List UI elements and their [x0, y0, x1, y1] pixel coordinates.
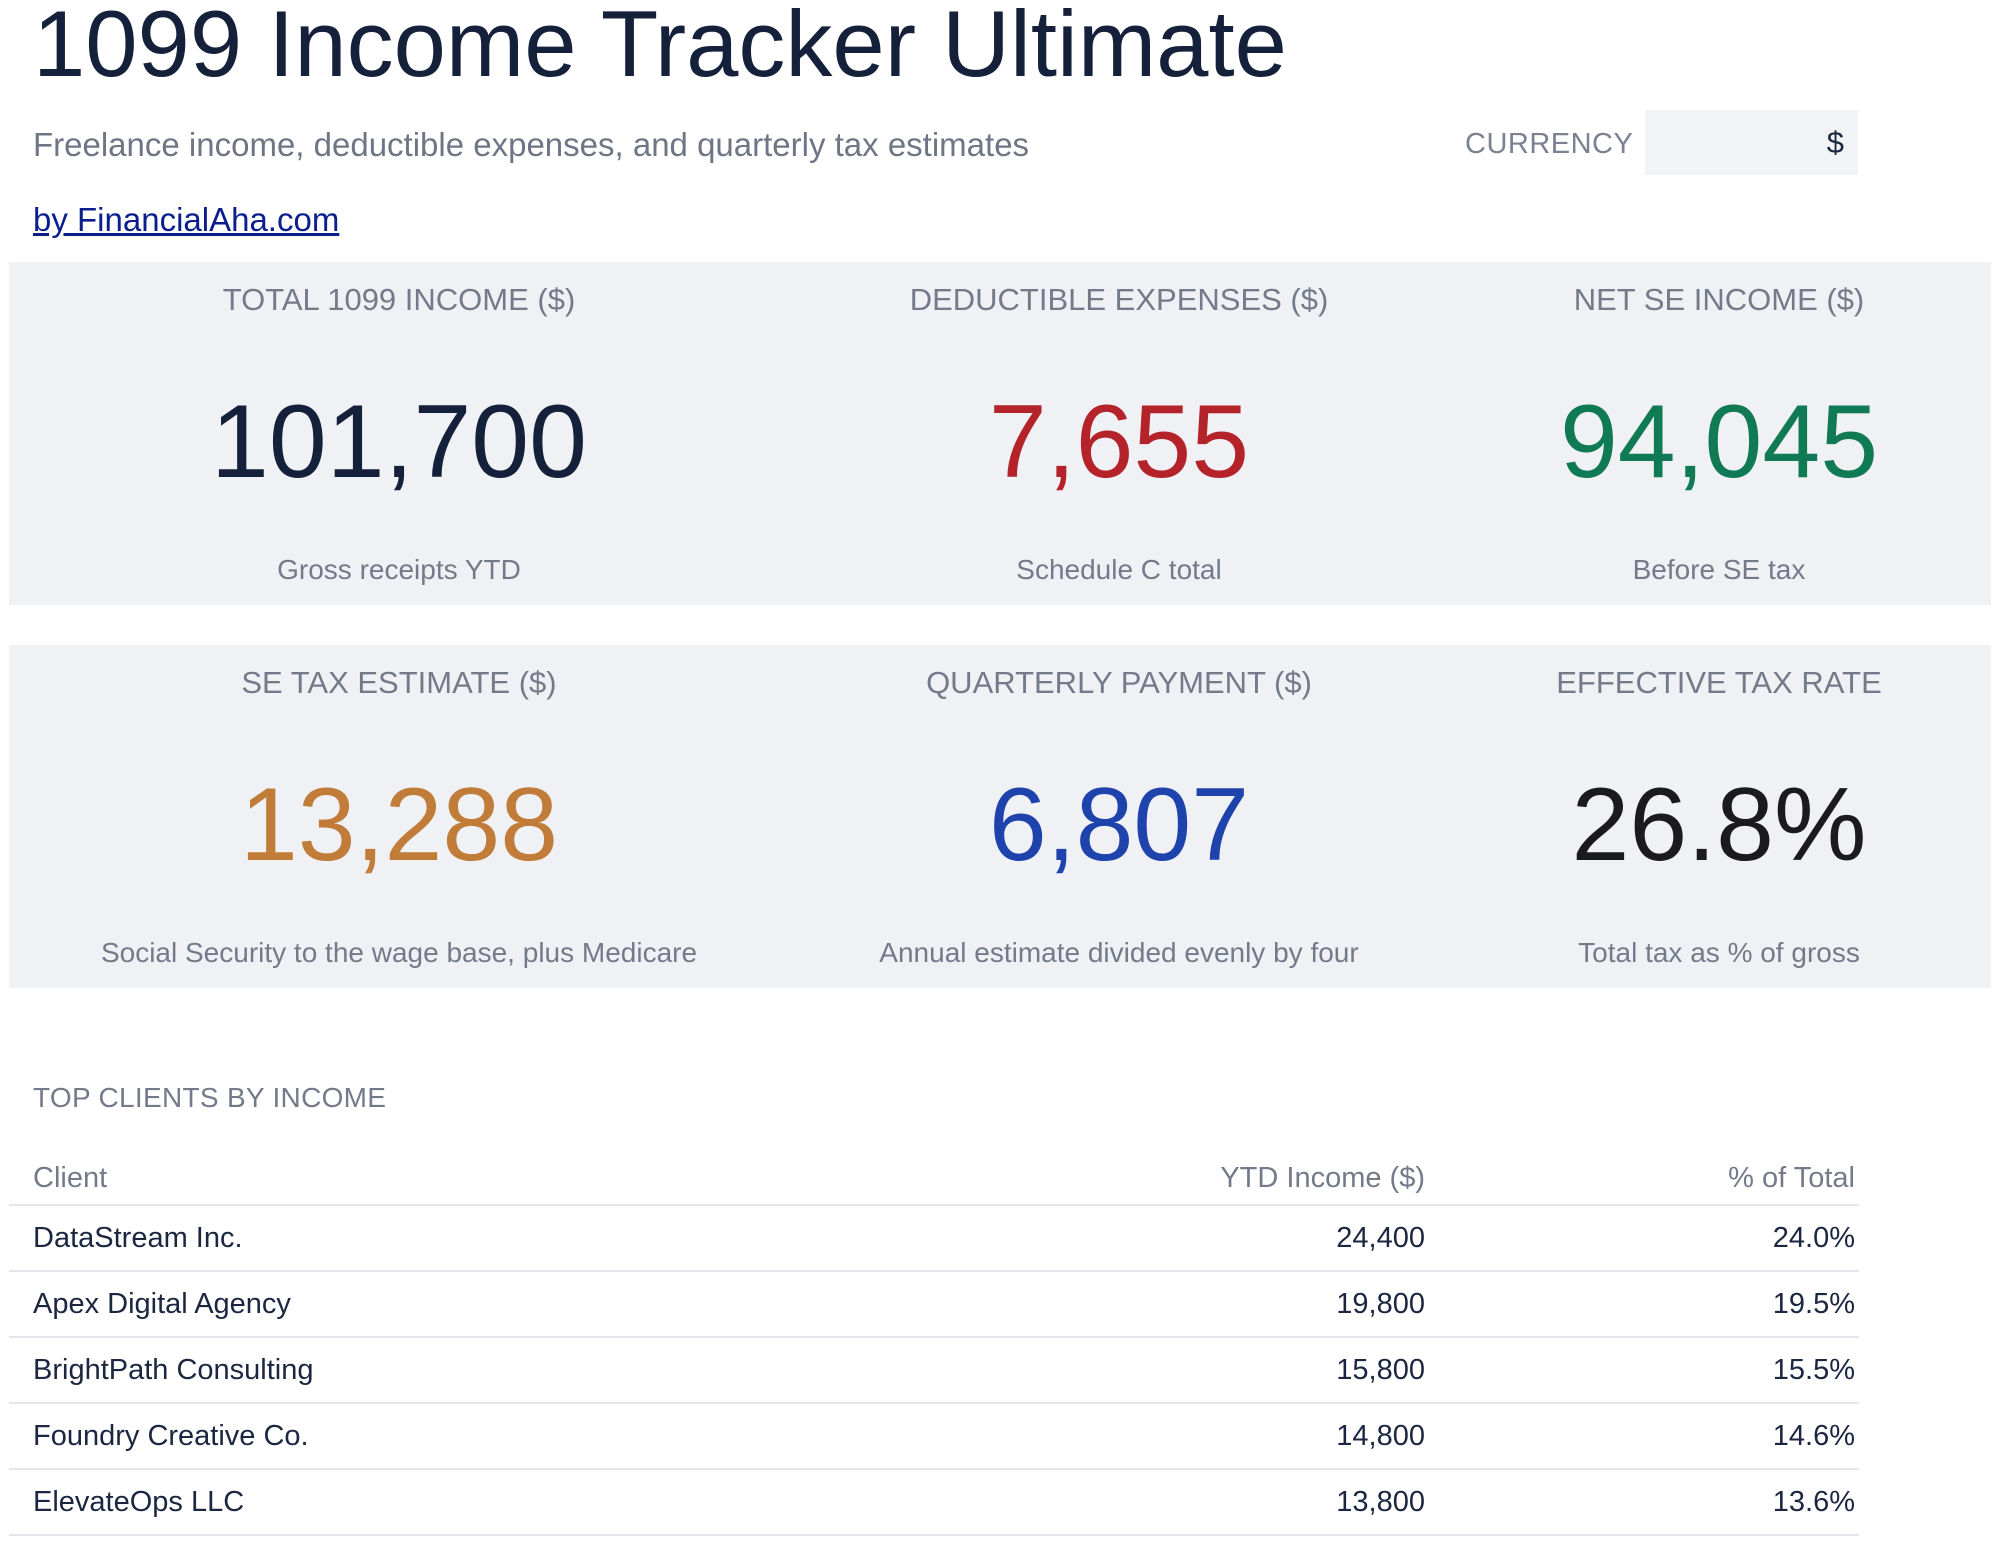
metric-caption: Total tax as % of gross [1578, 937, 1860, 968]
client-name: DataStream Inc. [9, 1205, 925, 1272]
clients-table: Client YTD Income ($) % of Total DataStr… [9, 1152, 1859, 1536]
metrics-band-bottom: SE TAX ESTIMATE ($) 13,288 Social Securi… [9, 645, 1991, 988]
metric-effective-tax-rate: EFFECTIVE TAX RATE 26.8% Total tax as % … [1379, 645, 2000, 988]
metric-caption: Before SE tax [1632, 554, 1806, 585]
client-percent: 24.0% [1425, 1205, 1859, 1272]
client-name: BrightPath Consulting [9, 1337, 925, 1404]
metric-value: 26.8% [1571, 767, 1867, 883]
client-name: ElevateOps LLC [9, 1469, 925, 1536]
metric-value: 101,700 [211, 384, 587, 500]
client-income: 13,800 [925, 1469, 1425, 1536]
table-row[interactable]: DataStream Inc. 24,400 24.0% [9, 1205, 1859, 1272]
client-name: Foundry Creative Co. [9, 1403, 925, 1470]
currency-label: CURRENCY [1465, 128, 1634, 160]
byline-link[interactable]: by FinancialAha.com [33, 201, 340, 238]
metric-label: TOTAL 1099 INCOME ($) [222, 282, 576, 317]
metric-deductible-expenses: DEDUCTIBLE EXPENSES ($) 7,655 Schedule C… [719, 262, 1519, 605]
table-row[interactable]: Foundry Creative Co. 14,800 14.6% [9, 1403, 1859, 1470]
client-income: 14,800 [925, 1403, 1425, 1470]
client-name: Apex Digital Agency [9, 1271, 925, 1338]
metric-caption: Social Security to the wage base, plus M… [100, 937, 698, 968]
metric-net-se-income: NET SE INCOME ($) 94,045 Before SE tax [1379, 262, 2000, 605]
client-percent: 15.5% [1425, 1337, 1859, 1404]
column-header-client[interactable]: Client [9, 1152, 925, 1206]
currency-field[interactable]: $ [1645, 110, 1858, 175]
table-row[interactable]: Apex Digital Agency 19,800 19.5% [9, 1271, 1859, 1338]
client-percent: 13.6% [1425, 1469, 1859, 1536]
table-header-row: Client YTD Income ($) % of Total [9, 1152, 1859, 1206]
metrics-band-top: TOTAL 1099 INCOME ($) 101,700 Gross rece… [9, 262, 1991, 605]
column-header-income[interactable]: YTD Income ($) [925, 1152, 1425, 1206]
metric-label: QUARTERLY PAYMENT ($) [926, 665, 1312, 700]
client-income: 15,800 [925, 1337, 1425, 1404]
table-row[interactable]: ElevateOps LLC 13,800 13.6% [9, 1469, 1859, 1536]
metric-caption: Schedule C total [1016, 554, 1222, 585]
metric-value: 6,807 [988, 767, 1250, 883]
metric-label: NET SE INCOME ($) [1573, 282, 1865, 317]
page-subtitle: Freelance income, deductible expenses, a… [33, 126, 1030, 163]
client-income: 19,800 [925, 1271, 1425, 1338]
metric-se-tax-estimate: SE TAX ESTIMATE ($) 13,288 Social Securi… [9, 645, 789, 988]
metric-caption: Annual estimate divided evenly by four [879, 937, 1359, 968]
client-percent: 14.6% [1425, 1403, 1859, 1470]
metric-value: 94,045 [1559, 384, 1879, 500]
metric-label: SE TAX ESTIMATE ($) [241, 665, 557, 700]
metric-label: EFFECTIVE TAX RATE [1556, 665, 1882, 700]
client-income: 24,400 [925, 1205, 1425, 1272]
metric-caption: Gross receipts YTD [277, 554, 521, 585]
metric-quarterly-payment: QUARTERLY PAYMENT ($) 6,807 Annual estim… [719, 645, 1519, 988]
metric-total-income: TOTAL 1099 INCOME ($) 101,700 Gross rece… [9, 262, 789, 605]
metric-value: 13,288 [239, 767, 559, 883]
client-percent: 19.5% [1425, 1271, 1859, 1338]
column-header-percent[interactable]: % of Total [1425, 1152, 1859, 1206]
table-row[interactable]: BrightPath Consulting 15,800 15.5% [9, 1337, 1859, 1404]
page-title: 1099 Income Tracker Ultimate [33, 0, 1287, 96]
clients-section-title: TOP CLIENTS BY INCOME [33, 1082, 387, 1113]
metric-label: DEDUCTIBLE EXPENSES ($) [909, 282, 1329, 317]
metric-value: 7,655 [988, 384, 1250, 500]
